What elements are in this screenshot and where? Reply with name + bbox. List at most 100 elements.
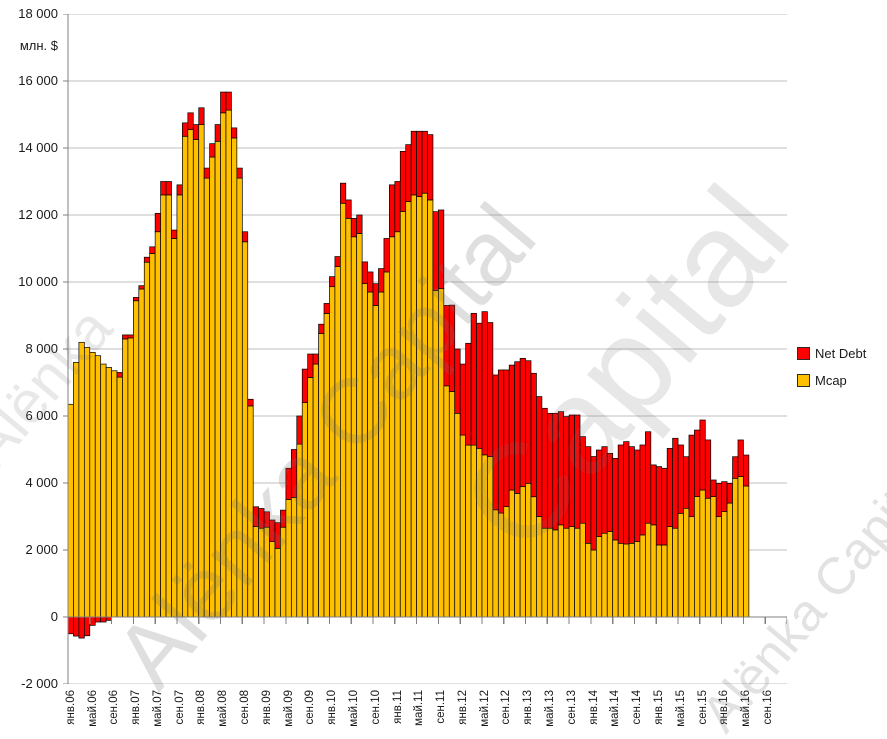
netdebt-bar-segment: [715, 482, 722, 518]
mcap-bar-segment: [683, 507, 690, 618]
mcap-bar-segment: [519, 486, 526, 618]
legend-label-mcap: Mcap: [815, 372, 847, 388]
netdebt-bar-segment: [176, 184, 183, 196]
netdebt-bar-segment: [187, 112, 194, 130]
netdebt-bar-segment: [323, 303, 330, 314]
netdebt-bar-segment: [78, 616, 85, 639]
netdebt-bar-segment: [536, 396, 543, 517]
netdebt-bar-segment: [459, 363, 466, 436]
netdebt-bar-segment: [427, 134, 434, 201]
y-axis-tick-label: 6 000: [25, 408, 58, 423]
netdebt-bar-segment: [470, 312, 477, 446]
plot-area: [63, 14, 787, 684]
x-axis-tick-label: сен.10: [369, 690, 382, 725]
netdebt-bar-segment: [503, 369, 510, 507]
netdebt-bar-segment: [312, 353, 319, 365]
mcap-bar-segment: [432, 290, 439, 618]
netdebt-bar-segment: [563, 416, 570, 529]
mcap-bar-segment: [710, 496, 717, 618]
netdebt-bar-segment: [263, 511, 270, 528]
mcap-bar-segment: [296, 443, 303, 618]
mcap-bar-segment: [329, 286, 336, 618]
mcap-bar-segment: [138, 288, 145, 618]
mcap-bar-segment: [443, 385, 450, 618]
netdebt-bar-segment: [438, 209, 445, 290]
mcap-bar-segment: [530, 496, 537, 618]
mcap-bar-segment: [154, 231, 161, 618]
mcap-bar-segment: [258, 527, 265, 618]
mcap-bar-segment: [721, 511, 728, 618]
mcap-bar-segment: [269, 541, 276, 618]
netdebt-bar-segment: [465, 342, 472, 446]
netdebt-bar-segment: [356, 214, 363, 234]
mcap-bar-segment: [743, 485, 750, 618]
mcap-bar-segment: [590, 549, 597, 618]
mcap-bar-segment: [552, 529, 559, 618]
mcap-bar-segment: [699, 489, 706, 618]
mcap-bar-segment: [236, 177, 243, 618]
netdebt-bar-segment: [732, 456, 739, 479]
mcap-bar-segment: [241, 241, 249, 618]
mcap-bar-segment: [345, 218, 352, 618]
x-axis-tick-label: янв.12: [456, 690, 469, 725]
mcap-bar-segment: [438, 288, 445, 618]
mcap-bar-segment: [454, 412, 461, 618]
mcap-bar-segment: [203, 177, 210, 618]
x-axis-tick-label: янв.07: [130, 690, 143, 725]
mcap-bar-segment: [574, 527, 581, 618]
mcap-bar-segment: [448, 391, 456, 618]
mcap-bar-segment: [73, 362, 80, 618]
mcap-bar-segment: [645, 522, 652, 618]
mcap-bar-segment: [596, 536, 603, 618]
netdebt-bar-segment: [154, 212, 161, 233]
netdebt-bar-segment: [122, 334, 129, 340]
mcap-bar-segment: [334, 266, 341, 618]
mcap-bar-segment: [470, 444, 477, 618]
mcap-bar-segment: [290, 497, 298, 618]
mcap-bar-segment: [503, 506, 510, 618]
mcap-bar-segment: [339, 202, 347, 618]
netdebt-bar-segment: [236, 167, 243, 179]
x-axis-tick-label: сен.06: [108, 690, 121, 725]
netdebt-bar-segment: [280, 509, 287, 528]
mcap-bar-segment: [410, 194, 417, 618]
netdebt-bar-segment: [339, 182, 347, 204]
mcap-bar-segment: [661, 544, 668, 618]
netdebt-bar-segment: [487, 322, 494, 457]
netdebt-bar-segment: [557, 411, 565, 526]
netdebt-bar-segment: [247, 398, 254, 407]
y-axis-tick-label: 18 000: [18, 6, 58, 21]
netdebt-bar-segment: [405, 144, 412, 202]
mcap-bar-segment: [143, 261, 151, 618]
netdebt-bar-segment: [699, 419, 706, 491]
y-axis-tick-label: 14 000: [18, 140, 58, 155]
mcap-bar-segment: [536, 516, 543, 618]
netdebt-bar-segment: [307, 353, 314, 378]
netdebt-bar-segment: [721, 481, 728, 512]
mcap-bar-segment: [252, 526, 259, 618]
mcap-bar-segment: [94, 355, 102, 618]
netdebt-bar-segment: [574, 414, 581, 529]
netdebt-bar-segment: [83, 616, 91, 637]
mcap-bar-segment: [280, 526, 287, 618]
netdebt-bar-segment: [639, 444, 646, 536]
netdebt-bar-segment: [596, 449, 603, 537]
netdebt-bar-segment: [225, 91, 232, 111]
mcap-bar-segment: [182, 135, 189, 618]
netdebt-bar-segment: [655, 466, 663, 546]
mcap-bar-segment: [171, 238, 178, 618]
netdebt-bar-segment: [116, 372, 123, 378]
netdebt-bar-segment: [585, 446, 592, 544]
mcap-bar-segment: [220, 112, 227, 618]
mcap-bar-segment: [465, 444, 472, 618]
netdebt-bar-segment: [73, 616, 80, 637]
y-axis-tick-label: -2 000: [21, 676, 58, 691]
mcap-bar-segment: [122, 338, 129, 618]
x-axis-tick-label: сен.07: [173, 690, 186, 725]
mcap-bar-segment: [133, 300, 140, 618]
mcap-bar-segment: [100, 363, 107, 618]
mcap-bar-segment: [704, 497, 712, 618]
mcap-bar-segment: [732, 477, 739, 618]
mcap-bar-segment: [487, 456, 494, 618]
netdebt-bar-segment: [290, 449, 298, 498]
